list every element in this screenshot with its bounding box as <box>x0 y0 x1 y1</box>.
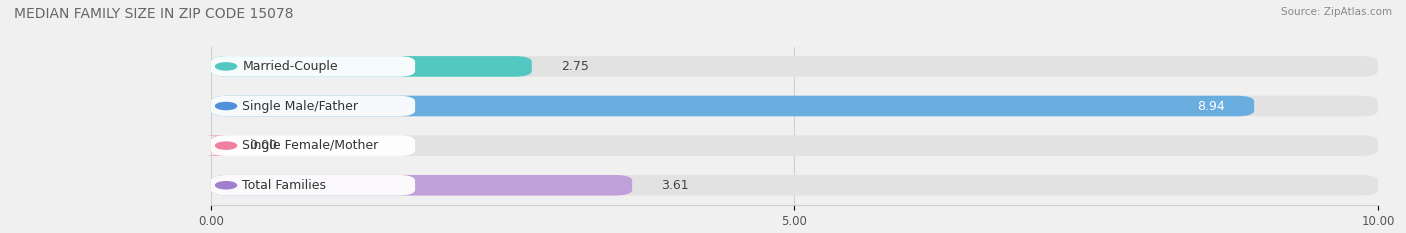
Circle shape <box>215 103 236 110</box>
Text: Source: ZipAtlas.com: Source: ZipAtlas.com <box>1281 7 1392 17</box>
FancyBboxPatch shape <box>211 56 415 77</box>
FancyBboxPatch shape <box>211 96 1254 116</box>
Text: 8.94: 8.94 <box>1198 99 1225 113</box>
Text: MEDIAN FAMILY SIZE IN ZIP CODE 15078: MEDIAN FAMILY SIZE IN ZIP CODE 15078 <box>14 7 294 21</box>
Text: Single Male/Father: Single Male/Father <box>242 99 359 113</box>
FancyBboxPatch shape <box>211 135 1378 156</box>
FancyBboxPatch shape <box>211 175 633 195</box>
Text: Single Female/Mother: Single Female/Mother <box>242 139 378 152</box>
Text: 3.61: 3.61 <box>661 179 689 192</box>
Circle shape <box>215 63 236 70</box>
FancyBboxPatch shape <box>211 175 415 195</box>
FancyBboxPatch shape <box>211 96 1378 116</box>
Text: 2.75: 2.75 <box>561 60 589 73</box>
FancyBboxPatch shape <box>211 56 531 77</box>
Circle shape <box>215 142 236 149</box>
FancyBboxPatch shape <box>211 175 1378 195</box>
Text: Married-Couple: Married-Couple <box>242 60 337 73</box>
FancyBboxPatch shape <box>211 96 415 116</box>
FancyBboxPatch shape <box>202 135 228 156</box>
FancyBboxPatch shape <box>211 56 1378 77</box>
Text: 0.00: 0.00 <box>249 139 277 152</box>
Text: Total Families: Total Families <box>242 179 326 192</box>
Circle shape <box>215 182 236 189</box>
FancyBboxPatch shape <box>211 135 415 156</box>
